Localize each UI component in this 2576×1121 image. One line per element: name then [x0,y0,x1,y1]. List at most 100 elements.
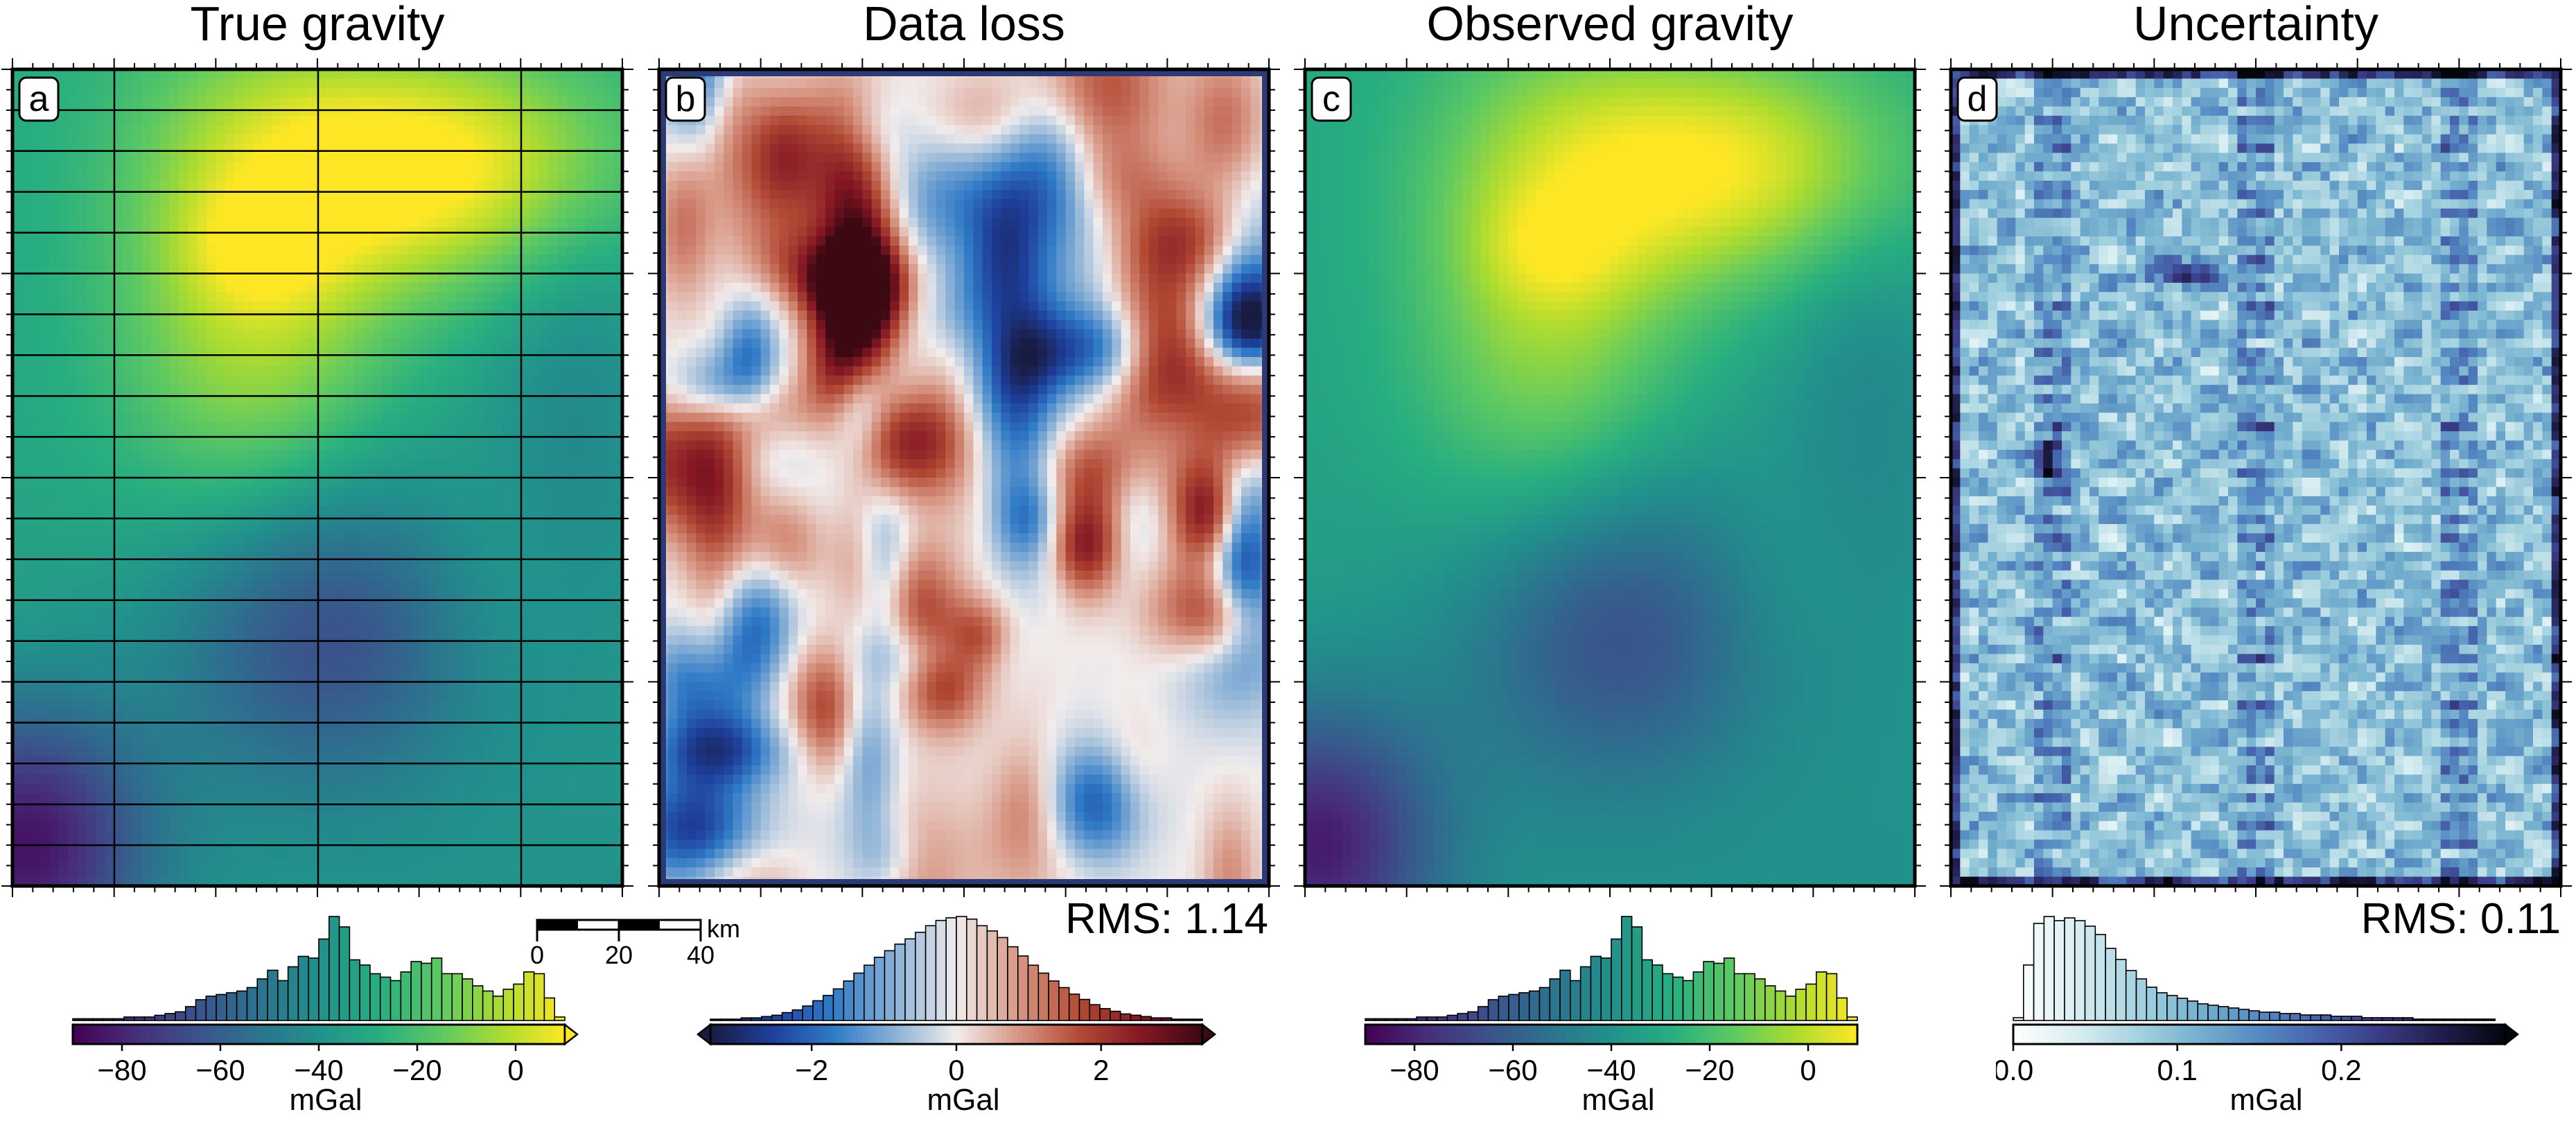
map-cell [68,254,78,265]
map-cell [77,533,87,544]
map-cell [179,245,189,256]
map-cell [188,496,198,506]
map-cell [12,180,22,191]
map-cell [179,654,189,664]
map-cell [419,783,429,794]
map-cell [58,616,69,627]
map-cell [225,236,235,246]
map-cell [243,644,254,654]
map-cell [391,459,401,469]
map-cell [123,440,133,451]
map-cell [474,487,484,497]
map-cell [391,385,401,395]
map-cell [169,78,179,89]
map-cell [446,301,457,311]
map-cell [169,774,179,785]
map-cell [410,654,420,664]
map-cell [419,459,429,469]
map-cell [474,505,484,516]
map-cell [262,69,272,79]
map-cell [502,626,512,636]
map-cell [262,292,272,302]
map-cell [437,765,448,775]
map-cell [197,459,207,469]
map-cell [86,487,96,497]
map-cell [391,542,401,553]
map-cell [335,663,346,673]
map-cell [308,422,318,432]
map-cell [197,849,207,859]
map-cell [290,533,299,544]
map-cell [363,654,374,664]
map-cell [188,449,198,460]
map-cell [502,765,512,775]
map-cell [234,821,244,831]
map-cell [179,87,189,98]
map-cell [262,180,272,191]
map-cell [197,793,207,803]
map-cell [290,97,299,107]
map-cell [308,830,318,840]
map-cell [21,542,32,553]
map-cell [77,589,87,599]
map-cell [49,245,60,256]
map-cell [160,292,170,302]
map-cell [179,830,189,840]
map-cell [151,719,161,729]
map-cell [188,208,198,218]
map-cell [354,282,365,293]
map-cell [234,375,244,385]
map-cell [96,589,105,599]
map-cell [77,496,87,506]
map-cell [58,514,69,525]
map-cell [280,690,290,701]
map-cell [68,783,78,794]
map-cell [345,171,355,182]
map-cell [114,654,124,664]
map-cell [428,385,438,395]
map-cell [280,533,290,544]
map-cell [326,180,337,191]
map-cell [373,282,383,293]
map-cell [160,487,170,497]
map-cell [474,199,484,209]
map-cell [141,811,152,822]
map-cell [160,422,170,432]
map-cell [502,236,512,246]
map-cell [141,681,152,692]
map-cell [123,607,133,618]
map-cell [262,570,272,580]
map-cell [520,858,531,868]
map-cell [114,793,124,803]
map-cell [96,78,105,89]
map-cell [58,728,69,738]
map-cell [511,487,521,497]
map-cell [114,375,124,385]
map-cell [105,616,115,627]
map-cell [493,765,503,775]
map-cell [12,153,22,163]
map-cell [363,97,374,107]
map-cell [114,487,124,497]
map-cell [21,468,32,478]
map-cell [335,69,346,79]
map-cell [243,728,254,738]
map-cell [123,301,133,311]
map-cell [410,440,420,451]
map-cell [132,644,143,654]
map-cell [58,338,69,349]
map-cell [207,589,216,599]
map-cell [105,264,115,275]
map-cell [77,487,87,497]
map-cell [520,811,531,822]
map-cell [382,830,392,840]
map-cell [123,311,133,321]
map-cell [96,301,105,311]
map-cell [141,478,152,487]
map-cell [308,663,318,673]
map-cell [58,793,69,803]
map-cell [401,403,410,413]
map-cell [77,366,87,376]
map-cell [401,514,410,525]
map-cell [437,570,448,580]
